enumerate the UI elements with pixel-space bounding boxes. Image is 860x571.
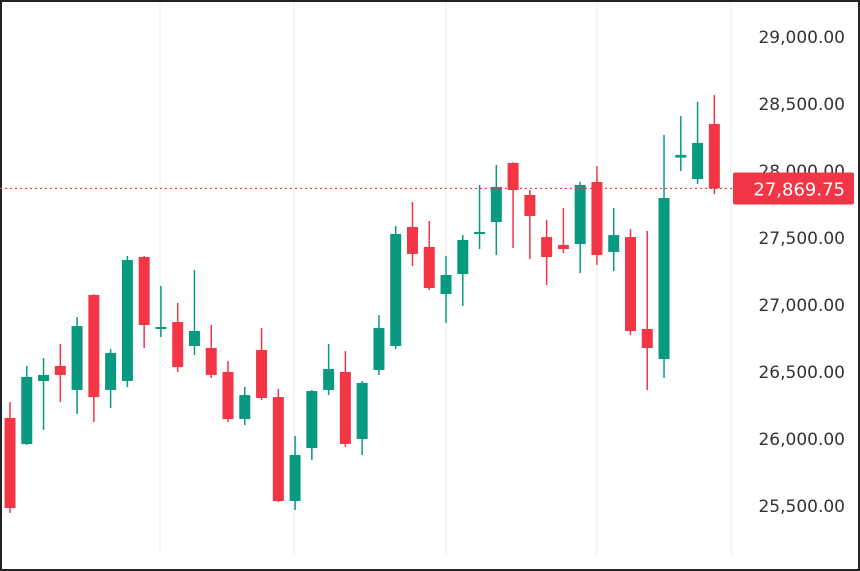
candle-body bbox=[222, 372, 234, 420]
candle-body bbox=[38, 374, 50, 381]
candle-body bbox=[138, 257, 150, 325]
candle-body bbox=[121, 259, 133, 381]
candle-body bbox=[440, 274, 452, 295]
candle[interactable] bbox=[105, 348, 117, 409]
candle-body bbox=[406, 227, 418, 254]
candles bbox=[4, 95, 720, 513]
candle[interactable] bbox=[591, 166, 603, 265]
candle-body bbox=[306, 391, 318, 448]
candle[interactable] bbox=[641, 231, 653, 390]
candle-body bbox=[88, 294, 100, 398]
candle[interactable] bbox=[356, 380, 368, 455]
y-tick-label: 26,000.00 bbox=[758, 430, 845, 450]
candle[interactable] bbox=[256, 328, 268, 401]
candle-body bbox=[541, 237, 553, 258]
candle-body bbox=[272, 397, 284, 502]
candle[interactable] bbox=[507, 162, 519, 249]
y-tick-label: 27,000.00 bbox=[758, 296, 845, 316]
candle[interactable] bbox=[557, 207, 569, 254]
candle-body bbox=[289, 454, 301, 502]
candle[interactable] bbox=[339, 350, 351, 448]
candle[interactable] bbox=[490, 164, 502, 256]
candle[interactable] bbox=[306, 389, 318, 461]
candle[interactable] bbox=[708, 95, 720, 195]
candle[interactable] bbox=[658, 134, 670, 379]
candle-body bbox=[256, 350, 268, 398]
candle[interactable] bbox=[172, 302, 184, 372]
candle-body bbox=[339, 372, 351, 444]
candle[interactable] bbox=[54, 343, 66, 403]
y-tick-label: 27,500.00 bbox=[758, 229, 845, 249]
candle-body bbox=[675, 154, 687, 158]
candle[interactable] bbox=[205, 324, 217, 379]
candle[interactable] bbox=[239, 387, 251, 426]
candle-body bbox=[641, 328, 653, 349]
y-tick-label: 29,000.00 bbox=[758, 28, 845, 48]
candle-body bbox=[205, 348, 217, 375]
candle[interactable] bbox=[222, 361, 234, 422]
candle-body bbox=[356, 382, 368, 439]
candle[interactable] bbox=[272, 389, 284, 502]
candle[interactable] bbox=[71, 317, 83, 414]
candle-body bbox=[692, 142, 704, 180]
candle-body bbox=[574, 184, 586, 245]
candle-body bbox=[21, 376, 33, 444]
candle[interactable] bbox=[574, 181, 586, 273]
candle-body bbox=[172, 322, 184, 368]
candle-body bbox=[490, 186, 502, 223]
y-tick-label: 25,500.00 bbox=[758, 497, 845, 517]
candle-body bbox=[474, 231, 486, 234]
candle[interactable] bbox=[457, 235, 469, 306]
candle-body bbox=[557, 244, 569, 249]
candle[interactable] bbox=[188, 270, 200, 355]
candle[interactable] bbox=[474, 184, 486, 249]
candle-body bbox=[624, 237, 636, 331]
candle-body bbox=[373, 328, 385, 370]
candle[interactable] bbox=[21, 365, 33, 446]
candle[interactable] bbox=[692, 101, 704, 184]
candle-body bbox=[658, 197, 670, 360]
y-tick-label: 28,500.00 bbox=[758, 95, 845, 115]
candle-body bbox=[591, 181, 603, 256]
last-price-badge bbox=[733, 172, 854, 205]
last-price-label: 27,869.75 bbox=[753, 179, 845, 200]
candle[interactable] bbox=[608, 207, 620, 271]
candle[interactable] bbox=[155, 285, 167, 338]
candle[interactable] bbox=[524, 190, 536, 260]
candle[interactable] bbox=[406, 201, 418, 267]
candle[interactable] bbox=[323, 343, 335, 396]
y-tick-label: 26,500.00 bbox=[758, 363, 845, 383]
candle-body bbox=[239, 395, 251, 420]
candle-body bbox=[457, 240, 469, 275]
candle[interactable] bbox=[38, 358, 50, 431]
candle-body bbox=[4, 417, 16, 509]
candle[interactable] bbox=[423, 220, 435, 290]
candle-body bbox=[188, 330, 200, 347]
candle[interactable] bbox=[675, 116, 687, 171]
candle[interactable] bbox=[88, 294, 100, 422]
candle-body bbox=[54, 365, 66, 375]
candle-body bbox=[390, 233, 402, 347]
candle-body bbox=[507, 162, 519, 191]
candle-body bbox=[323, 369, 335, 390]
candle[interactable] bbox=[624, 229, 636, 336]
candle-body bbox=[155, 326, 167, 329]
candle-body bbox=[608, 235, 620, 252]
candle-body bbox=[708, 123, 720, 189]
candle[interactable] bbox=[121, 255, 133, 388]
candle-body bbox=[423, 246, 435, 288]
candle-body bbox=[105, 352, 117, 390]
y-axis: 29,000.0028,500.0028,000.0027,500.0027,0… bbox=[758, 28, 845, 517]
candle-body bbox=[71, 326, 83, 390]
candle[interactable] bbox=[440, 255, 452, 323]
candle[interactable] bbox=[390, 225, 402, 349]
candle[interactable] bbox=[541, 220, 553, 286]
candle[interactable] bbox=[373, 315, 385, 375]
candle-body bbox=[524, 194, 536, 217]
candle[interactable] bbox=[138, 255, 150, 349]
candle[interactable] bbox=[4, 402, 16, 513]
candle[interactable] bbox=[289, 436, 301, 511]
